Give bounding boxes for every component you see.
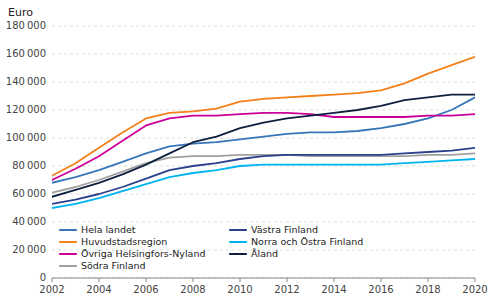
x-tick bbox=[240, 278, 241, 282]
legend-item: Västra Finland bbox=[230, 224, 318, 235]
x-tick-label: 2018 bbox=[415, 284, 440, 295]
x-tick-label: 2014 bbox=[321, 284, 346, 295]
legend-swatch bbox=[60, 229, 76, 231]
lines bbox=[52, 57, 475, 208]
legend-label: Södra Finland bbox=[81, 260, 146, 271]
y-tick-label: 60 000 bbox=[12, 188, 46, 199]
grid-line bbox=[52, 166, 475, 167]
x-tick bbox=[146, 278, 147, 282]
x-tick-label: 2016 bbox=[368, 284, 393, 295]
grid-line bbox=[52, 278, 475, 279]
x-tick bbox=[475, 278, 476, 282]
grid-line bbox=[52, 26, 475, 27]
y-grid bbox=[52, 26, 475, 278]
legend-swatch bbox=[230, 229, 246, 231]
legend-swatch bbox=[60, 241, 76, 243]
legend-item: Södra Finland bbox=[60, 260, 146, 271]
x-tick bbox=[287, 278, 288, 282]
series-line bbox=[52, 159, 475, 208]
legend-label: Övriga Helsingfors-Nyland bbox=[81, 248, 205, 259]
legend: Hela landetHuvudstadsregionÖvriga Helsin… bbox=[60, 224, 363, 271]
x-tick-label: 2008 bbox=[180, 284, 205, 295]
grid-line bbox=[52, 82, 475, 83]
x-axis-line bbox=[52, 278, 475, 279]
x-tick-label: 2010 bbox=[227, 284, 252, 295]
series-line bbox=[52, 153, 475, 192]
x-tick-label: 2004 bbox=[86, 284, 111, 295]
legend-swatch bbox=[60, 253, 76, 255]
series-line bbox=[52, 97, 475, 182]
y-axis-label: Euro bbox=[8, 6, 33, 19]
grid-line bbox=[52, 222, 475, 223]
legend-swatch bbox=[60, 265, 76, 267]
y-tick-label: 140 000 bbox=[6, 76, 46, 87]
x-tick-label: 2012 bbox=[274, 284, 299, 295]
y-tick-label: 0 bbox=[40, 272, 46, 283]
legend-swatch bbox=[230, 241, 246, 243]
series-line bbox=[52, 95, 475, 197]
legend-label: Västra Finland bbox=[251, 224, 318, 235]
grid-line bbox=[52, 54, 475, 55]
legend-label: Norra och Östra Finland bbox=[251, 236, 363, 247]
y-tick-label: 100 000 bbox=[6, 132, 46, 143]
legend-item: Övriga Helsingfors-Nyland bbox=[60, 248, 205, 259]
legend-item: Hela landet bbox=[60, 224, 136, 235]
y-tick-label: 40 000 bbox=[12, 216, 46, 227]
chart: 0 20 000 40 000 60 000 80 000 100 000 120 000 1… bbox=[0, 0, 491, 302]
x-tick-label: 2002 bbox=[39, 284, 64, 295]
legend-item: Åland bbox=[230, 248, 278, 259]
grid-line bbox=[52, 110, 475, 111]
legend-item: Huvudstadsregion bbox=[60, 236, 167, 247]
x-tick bbox=[52, 278, 53, 282]
y-tick-label: 80 000 bbox=[12, 160, 46, 171]
x-tick-label: 2006 bbox=[133, 284, 158, 295]
y-tick-label: 20 000 bbox=[12, 244, 46, 255]
x-tick bbox=[381, 278, 382, 282]
series-line bbox=[52, 148, 475, 204]
x-tick-label: 2020 bbox=[462, 284, 487, 295]
y-tick-label: 120 000 bbox=[6, 104, 46, 115]
legend-label: Huvudstadsregion bbox=[81, 236, 167, 247]
legend-swatch bbox=[230, 253, 246, 255]
x-tick bbox=[99, 278, 100, 282]
x-tick bbox=[193, 278, 194, 282]
x-tick bbox=[334, 278, 335, 282]
x-tick bbox=[428, 278, 429, 282]
legend-label: Åland bbox=[251, 248, 278, 259]
legend-label: Hela landet bbox=[81, 224, 136, 235]
y-tick-label: 180 000 bbox=[6, 20, 46, 31]
y-tick-label: 160 000 bbox=[6, 48, 46, 59]
legend-item: Norra och Östra Finland bbox=[230, 236, 363, 247]
